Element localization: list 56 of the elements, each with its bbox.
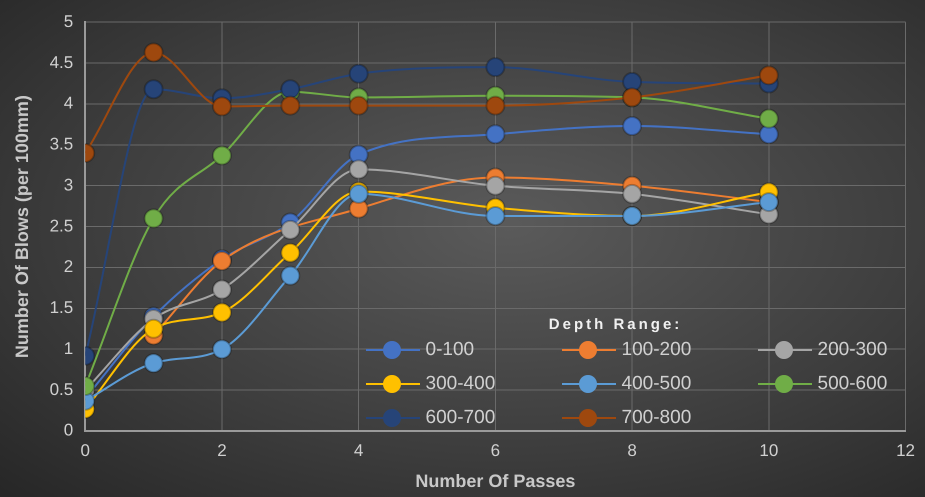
y-tick-label: 0 (64, 420, 74, 440)
y-axis-title: Number Of Blows (per 100mm) (12, 95, 32, 358)
x-tick-label: 6 (490, 440, 500, 460)
legend-label: 500-600 (818, 373, 888, 395)
point (758, 108, 779, 129)
point (485, 176, 506, 196)
y-tick-label: 5 (64, 12, 74, 31)
legend-label: 100-200 (622, 339, 692, 361)
x-axis-title: Number Of Passes (415, 471, 576, 492)
y-tick-label: 1.5 (50, 298, 74, 318)
legend-label: 300-400 (426, 373, 496, 395)
x-tick-label: 10 (759, 440, 778, 460)
x-tick-label: 12 (896, 440, 916, 460)
y-tick-label: 4.5 (50, 52, 74, 72)
point (212, 302, 232, 322)
y-tick-label: 4 (64, 94, 74, 113)
y-tick-label: 2.5 (50, 216, 74, 236)
point (280, 79, 300, 100)
point (280, 220, 300, 240)
point (758, 65, 779, 86)
point (280, 242, 300, 263)
x-tick-label: 4 (354, 440, 364, 460)
y-tick-label: 2 (64, 257, 74, 276)
point (348, 96, 369, 116)
point (144, 318, 164, 339)
legend-label: 0-100 (426, 339, 474, 361)
point (280, 96, 300, 116)
y-tick-label: 0.5 (50, 380, 74, 399)
point (144, 79, 164, 100)
point (212, 96, 232, 116)
point (485, 57, 506, 78)
point (485, 124, 506, 144)
point (212, 145, 232, 166)
legend-label: 700-800 (622, 407, 692, 429)
x-tick-label: 8 (627, 440, 637, 460)
y-tick-label: 3 (64, 175, 74, 194)
point (280, 266, 300, 286)
point (622, 184, 642, 204)
point (485, 96, 506, 116)
point (348, 64, 369, 84)
point (144, 208, 164, 228)
point (212, 339, 232, 360)
point (348, 159, 369, 180)
x-tick-label: 0 (80, 440, 90, 460)
legend-title: Depth Range: (548, 316, 684, 333)
y-tick-label: 1 (64, 338, 74, 358)
point (622, 116, 642, 136)
point (485, 206, 506, 226)
legend-label: 400-500 (622, 373, 692, 395)
x-tick-label: 2 (217, 440, 227, 460)
legend-label: 600-700 (426, 407, 496, 429)
y-tick-label: 3.5 (50, 134, 74, 154)
point (144, 353, 164, 374)
legend-label: 200-300 (818, 339, 888, 361)
point (144, 42, 164, 62)
point (212, 280, 232, 300)
